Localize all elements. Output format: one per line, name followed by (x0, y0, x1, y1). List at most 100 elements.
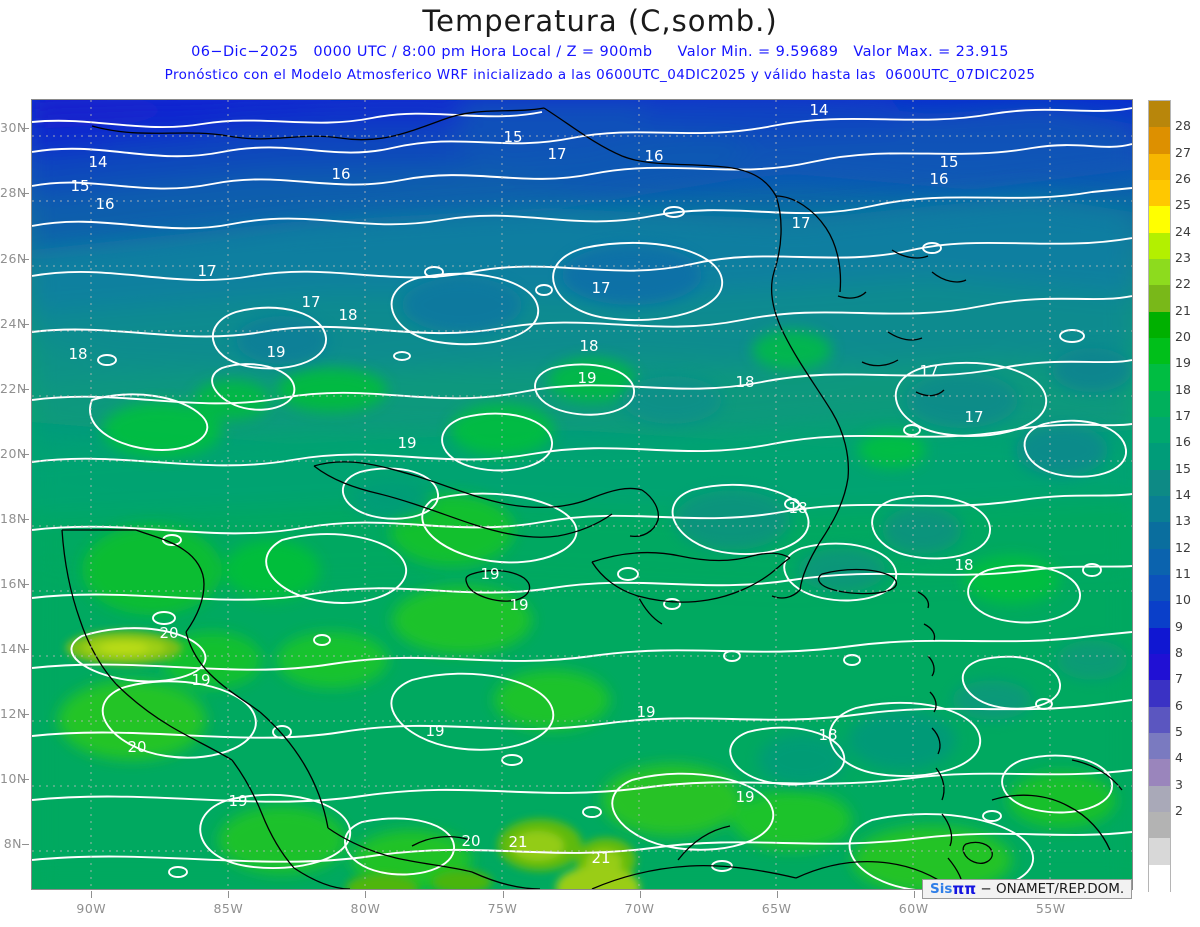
colorbar-swatch[interactable] (1149, 601, 1170, 629)
contour-label: 18 (954, 556, 973, 574)
lat-label-26n: 26N (0, 250, 27, 266)
colorbar-swatch[interactable] (1149, 812, 1170, 839)
colorbar-swatch[interactable] (1149, 838, 1170, 866)
contour-label: 18 (818, 726, 837, 744)
lat-label-16n: 16N (0, 576, 27, 592)
logo-separator: − (976, 881, 997, 897)
contour-label: 19 (636, 703, 655, 721)
colorbar-swatch[interactable] (1149, 285, 1170, 313)
colorbar-tick-5: 5 (1175, 724, 1183, 739)
colorbar-swatch[interactable] (1149, 548, 1170, 576)
contour-label: 15 (503, 128, 522, 146)
contour-label: 19 (425, 722, 444, 740)
colorbar[interactable] (1148, 100, 1171, 892)
contour-label: 19 (577, 369, 596, 387)
colorbar-swatch[interactable] (1149, 496, 1170, 523)
contour-label: 17 (197, 262, 216, 280)
lon-tick (639, 891, 641, 898)
logo-sis-text: Sis (930, 881, 953, 897)
contour-label: 18 (735, 373, 754, 391)
lon-label-55w: 55W (1035, 901, 1066, 916)
colorbar-swatch[interactable] (1149, 338, 1170, 365)
map-plot-area[interactable]: 14 15 16 15 17 16 14 15 16 16 17 17 18 17 17 18 19 18 19 18… (31, 99, 1133, 890)
colorbar-swatch[interactable] (1149, 522, 1170, 550)
colorbar-swatch[interactable] (1149, 259, 1170, 286)
contour-label: 18 (338, 306, 357, 324)
lon-label-70w: 70W (624, 901, 655, 916)
colorbar-tick-9: 9 (1175, 618, 1183, 634)
contour-label: 17 (591, 279, 610, 297)
lon-tick (228, 891, 230, 898)
logo-tt-text: ππ (952, 880, 977, 898)
lon-label-75w: 75W (487, 901, 518, 916)
lat-label-8n: 8N (3, 836, 22, 852)
contour-label: 19 (397, 434, 416, 452)
lon-tick (776, 891, 778, 898)
subtitle-line-2: Pronóstico con el Modelo Atmosferico WRF… (164, 67, 1036, 83)
colorbar-tick-25: 25 (1175, 197, 1191, 213)
attribution-logo: Sis ππ − ONAMET/REP.DOM. (922, 879, 1133, 899)
lon-tick (91, 891, 93, 898)
lat-label-30n: 30N (0, 120, 27, 136)
contour-label: 15 (939, 153, 958, 171)
contour-label: 16 (95, 195, 114, 213)
colorbar-swatch[interactable] (1149, 575, 1170, 602)
lat-tick (22, 258, 29, 260)
colorbar-tick-11: 11 (1175, 566, 1191, 581)
contour-label: 19 (228, 792, 247, 810)
page-title: Temperatura (C,somb.) (422, 4, 778, 38)
colorbar-swatch[interactable] (1149, 443, 1170, 471)
colorbar-tick-18: 18 (1175, 381, 1191, 397)
lon-label-80w: 80W (350, 901, 381, 916)
colorbar-swatch[interactable] (1149, 101, 1170, 128)
colorbar-swatch[interactable] (1149, 654, 1170, 681)
colorbar-swatch[interactable] (1149, 469, 1170, 497)
colorbar-swatch[interactable] (1149, 627, 1170, 655)
colorbar-swatch[interactable] (1149, 180, 1170, 207)
contour-label: 18 (788, 499, 807, 517)
contour-label: 20 (159, 624, 178, 642)
contour-label: 14 (88, 153, 107, 171)
colorbar-swatch[interactable] (1149, 785, 1170, 813)
colorbar-swatch[interactable] (1149, 733, 1170, 760)
colorbar-tick-4: 4 (1175, 750, 1183, 766)
contour-label: 21 (591, 849, 610, 867)
colorbar-tick-12: 12 (1175, 539, 1191, 555)
contour-label: 17 (919, 362, 938, 380)
colorbar-tick-6: 6 (1175, 697, 1183, 713)
colorbar-swatch[interactable] (1149, 706, 1170, 734)
contour-label: 16 (331, 165, 350, 183)
lat-label-20n: 20N (0, 445, 27, 461)
lat-tick (22, 714, 29, 716)
colorbar-swatch[interactable] (1149, 759, 1170, 787)
lat-label-12n: 12N (0, 706, 27, 722)
colorbar-swatch[interactable] (1149, 311, 1170, 339)
colorbar-swatch[interactable] (1149, 364, 1170, 392)
lon-label-60w: 60W (898, 901, 929, 916)
colorbar-swatch[interactable] (1149, 417, 1170, 444)
cold-air-mass-nw (32, 100, 1132, 260)
contour-label: 21 (508, 833, 527, 851)
colorbar-swatch[interactable] (1149, 232, 1170, 260)
colorbar-swatch[interactable] (1149, 864, 1170, 892)
colorbar-tick-13: 13 (1175, 513, 1191, 529)
coastlines (61, 107, 1123, 889)
contour-lines (32, 107, 1132, 889)
colorbar-swatch[interactable] (1149, 127, 1170, 155)
colorbar-tick-2: 2 (1175, 803, 1183, 818)
colorbar-swatch[interactable] (1149, 680, 1170, 708)
colorbar-swatch[interactable] (1149, 206, 1170, 234)
contour-label: 17 (964, 408, 983, 426)
colorbar-swatch[interactable] (1149, 390, 1170, 418)
cool-pockets (236, 245, 1132, 786)
colorbar-tick-7: 7 (1175, 671, 1183, 687)
lat-label-10n: 10N (0, 771, 27, 787)
colorbar-tick-19: 19 (1175, 355, 1191, 371)
lon-tick (365, 891, 367, 898)
lat-tick (22, 584, 29, 586)
contour-label: 17 (301, 293, 320, 311)
colorbar-swatch[interactable] (1149, 153, 1170, 181)
colorbar-tick-17: 17 (1175, 408, 1191, 423)
